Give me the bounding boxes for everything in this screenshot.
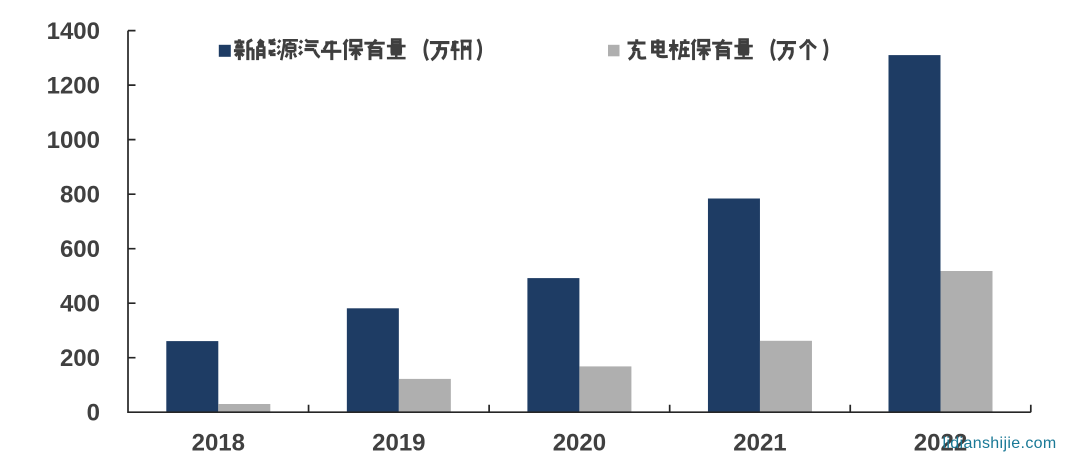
svg-text:1000: 1000 bbox=[47, 127, 100, 154]
svg-text:2022: 2022 bbox=[914, 430, 967, 457]
svg-text:2019: 2019 bbox=[372, 430, 425, 457]
svg-text:lidianshijie.com: lidianshijie.com bbox=[943, 435, 1057, 452]
svg-text:400: 400 bbox=[60, 291, 100, 318]
svg-text:600: 600 bbox=[60, 236, 100, 263]
svg-text:1400: 1400 bbox=[47, 18, 100, 45]
svg-text:200: 200 bbox=[60, 345, 100, 372]
svg-text:800: 800 bbox=[60, 182, 100, 209]
svg-text:2020: 2020 bbox=[553, 430, 606, 457]
svg-text:0: 0 bbox=[87, 400, 100, 427]
svg-text:2018: 2018 bbox=[192, 430, 245, 457]
svg-text:1200: 1200 bbox=[47, 72, 100, 99]
svg-text:2021: 2021 bbox=[733, 430, 786, 457]
